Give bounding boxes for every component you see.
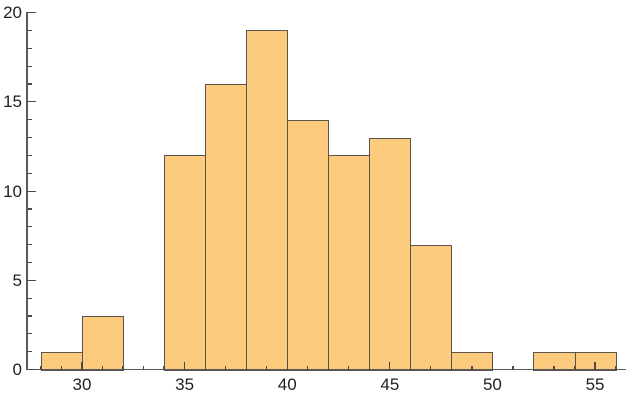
y-minor-tick (27, 351, 32, 353)
y-minor-tick (27, 83, 32, 85)
y-minor-tick (27, 136, 32, 139)
x-minor-tick (225, 365, 227, 370)
y-minor-tick (27, 29, 32, 32)
x-major-tick (184, 361, 186, 370)
x-minor-tick (60, 365, 63, 370)
y-minor-tick (27, 333, 32, 335)
x-tick-label: 40 (277, 374, 297, 394)
y-major-tick (27, 12, 36, 14)
histogram-bar (164, 155, 207, 371)
y-minor-tick (27, 172, 32, 174)
y-minor-tick (27, 47, 32, 49)
x-minor-tick (122, 365, 124, 370)
y-tick-label: 15 (3, 92, 22, 112)
x-minor-tick (327, 365, 329, 370)
x-minor-tick (101, 365, 104, 370)
x-minor-tick (532, 365, 535, 370)
y-major-tick (27, 101, 36, 103)
x-tick-label: 45 (380, 374, 400, 394)
x-minor-tick (430, 365, 432, 370)
y-tick-label: 10 (3, 181, 22, 201)
y-major-tick (27, 369, 36, 371)
x-minor-tick (266, 365, 268, 370)
x-major-tick (286, 361, 288, 370)
x-tick-label: 35 (175, 374, 195, 394)
y-minor-tick (27, 297, 32, 299)
x-major-tick (491, 361, 494, 370)
histogram-bar (287, 119, 330, 371)
y-minor-tick (27, 119, 32, 121)
y-tick-label: 5 (12, 270, 22, 290)
x-minor-tick (471, 365, 473, 370)
x-major-tick (594, 361, 596, 370)
histogram-bar (369, 137, 412, 371)
x-axis-line (26, 369, 626, 371)
y-minor-tick (27, 65, 32, 67)
x-minor-tick (368, 365, 370, 370)
x-tick-label: 50 (482, 374, 502, 394)
x-minor-tick (573, 365, 576, 370)
histogram-bar (205, 84, 248, 371)
x-minor-tick (163, 365, 165, 370)
y-major-tick (27, 190, 36, 192)
y-axis-line (26, 12, 28, 371)
y-major-tick (27, 279, 36, 281)
y-minor-tick (27, 315, 32, 317)
x-minor-tick (614, 365, 617, 370)
y-tick-label: 20 (3, 3, 22, 23)
x-minor-tick (512, 365, 514, 370)
histogram-bar (410, 244, 453, 371)
y-minor-tick (27, 226, 32, 228)
y-minor-tick (27, 244, 32, 246)
y-minor-tick (27, 208, 32, 210)
histogram-bar (246, 30, 289, 371)
x-minor-tick (348, 365, 350, 370)
x-minor-tick (307, 365, 309, 370)
x-tick-label: 30 (72, 374, 92, 394)
x-minor-tick (409, 365, 411, 370)
x-tick-label: 55 (585, 374, 605, 394)
x-minor-tick (245, 365, 247, 370)
histogram-bar (328, 155, 371, 371)
y-tick-label: 0 (12, 360, 22, 380)
x-major-tick (389, 361, 391, 370)
x-minor-tick (553, 365, 555, 370)
x-minor-tick (204, 365, 206, 370)
x-minor-tick (450, 365, 452, 370)
y-minor-tick (27, 154, 32, 156)
x-major-tick (81, 361, 83, 370)
y-minor-tick (27, 261, 32, 264)
histogram-bar (82, 316, 125, 371)
x-minor-tick (142, 365, 145, 370)
x-minor-tick (40, 365, 42, 370)
